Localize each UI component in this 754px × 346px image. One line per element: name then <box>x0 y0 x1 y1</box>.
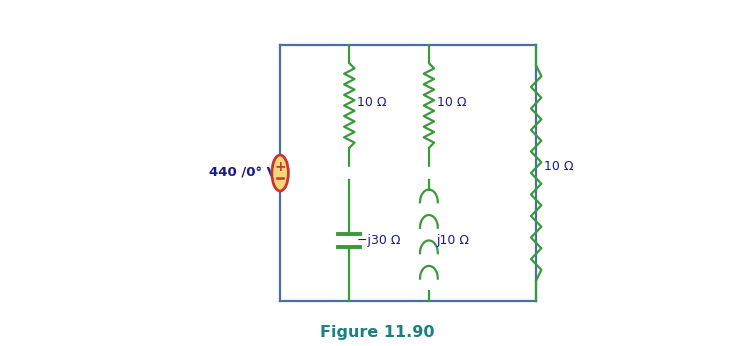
Text: 10 Ω: 10 Ω <box>437 95 466 109</box>
Text: 440 /0° V: 440 /0° V <box>209 166 277 180</box>
Ellipse shape <box>272 155 288 191</box>
Text: 10 Ω: 10 Ω <box>357 95 387 109</box>
Text: Figure 11.90: Figure 11.90 <box>320 325 434 340</box>
Text: +: + <box>274 160 286 174</box>
Text: 10 Ω: 10 Ω <box>544 160 573 173</box>
Text: j10 Ω: j10 Ω <box>437 234 470 247</box>
Text: −j30 Ω: −j30 Ω <box>357 234 400 247</box>
